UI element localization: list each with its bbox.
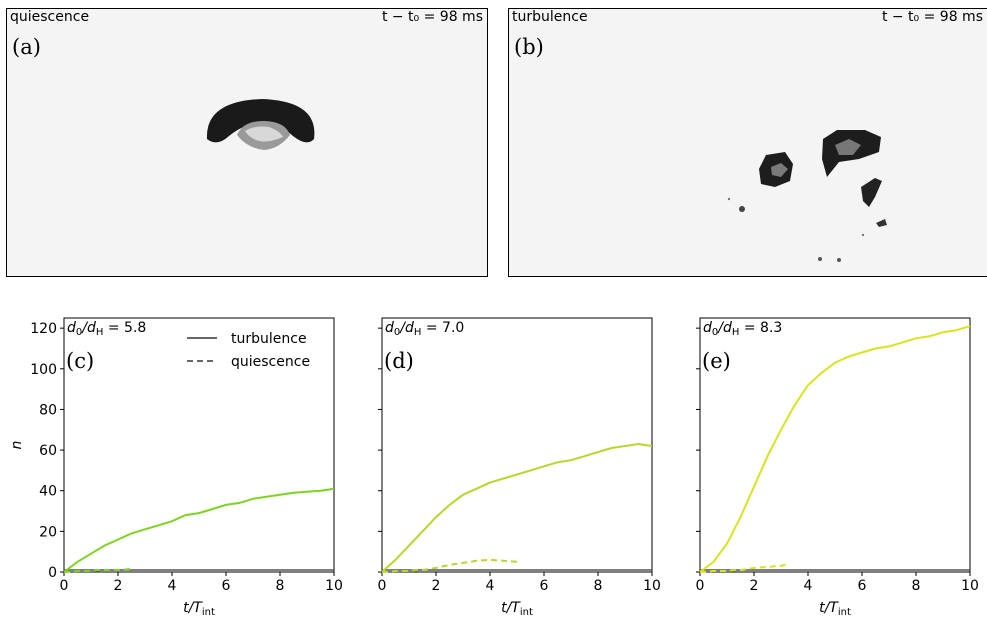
panel-tag: (e) (702, 349, 731, 373)
y-tick-label: 120 (30, 321, 57, 337)
y-tick-label: 100 (30, 362, 57, 378)
bubble-image-turbulence (727, 130, 887, 262)
x-tick-label: 2 (114, 578, 123, 594)
x-tick-label: 0 (378, 578, 387, 594)
x-tick-label: 8 (276, 578, 285, 594)
y-tick-label: 20 (39, 524, 57, 540)
x-axis-label: t/Tint (183, 600, 215, 618)
photo-panel-a: quiescence t − t₀ = 98 ms (a) (6, 8, 488, 277)
time-label: t − t₀ = 98 ms (381, 9, 483, 25)
x-tick-label: 6 (858, 578, 867, 594)
x-tick-label: 6 (540, 578, 549, 594)
panel-tag: (a) (12, 35, 41, 59)
x-tick-label: 8 (594, 578, 603, 594)
series-turbulence (699, 325, 971, 573)
panel-tag: (d) (384, 349, 414, 373)
series-turbulence (381, 442, 653, 573)
series-quiescence (381, 558, 518, 573)
ratio-annotation: d0/dH = 7.0 (385, 320, 464, 338)
plot-frame (699, 317, 971, 573)
x-tick-label: 10 (643, 578, 661, 594)
y-tick-label: 60 (39, 443, 57, 459)
legend-quiescence-label: quiescence (231, 354, 310, 370)
condition-label: quiescence (10, 9, 90, 25)
plot-frame (63, 317, 335, 573)
time-label: t − t₀ = 98 ms (881, 9, 983, 25)
x-tick-label: 2 (750, 578, 759, 594)
x-axis-label: t/Tint (819, 600, 851, 618)
x-tick-label: 6 (222, 578, 231, 594)
y-axis-label: n (9, 441, 25, 450)
x-axis-label: t/Tint (501, 600, 533, 618)
x-tick-label: 8 (912, 578, 921, 594)
x-tick-label: 0 (696, 578, 705, 594)
series-quiescence (699, 562, 790, 573)
photo-panel-b: turbulence t − t₀ = 98 ms (b) (508, 8, 987, 277)
y-tick-label: 80 (39, 402, 57, 418)
y-tick-label: 40 (39, 484, 57, 500)
legend-turbulence-label: turbulence (231, 331, 307, 347)
panel-tag: (b) (514, 35, 544, 59)
x-tick-label: 0 (60, 578, 69, 594)
panel-tag: (c) (66, 349, 94, 373)
x-tick-label: 4 (804, 578, 813, 594)
series-quiescence (63, 568, 132, 573)
x-tick-label: 4 (168, 578, 177, 594)
ratio-annotation: d0/dH = 8.3 (703, 320, 782, 338)
x-tick-label: 10 (325, 578, 343, 594)
bubble-image-quiescence (206, 99, 315, 150)
y-tick-label: 0 (48, 565, 57, 581)
x-tick-label: 4 (486, 578, 495, 594)
x-tick-label: 10 (961, 578, 979, 594)
plot-frame (381, 317, 653, 573)
x-tick-label: 2 (432, 578, 441, 594)
series-turbulence (63, 487, 335, 573)
ratio-annotation: d0/dH = 5.8 (67, 320, 146, 338)
condition-label: turbulence (512, 9, 588, 25)
